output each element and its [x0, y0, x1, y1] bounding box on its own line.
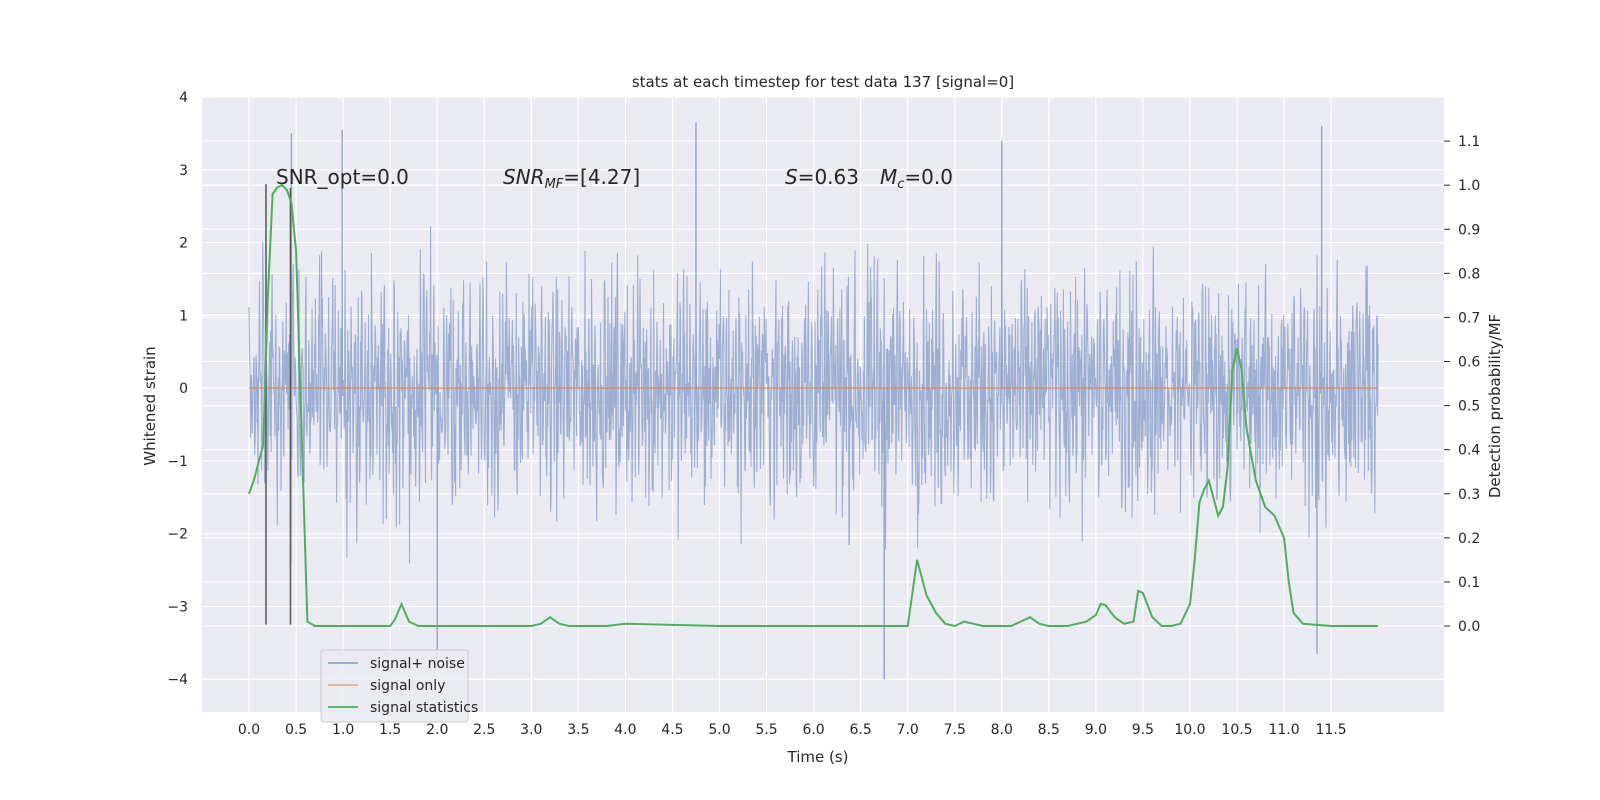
- y-tick-label: −4: [167, 672, 188, 688]
- annotation-snr-mf-main: SNR: [503, 165, 545, 189]
- y-tick-label: −2: [167, 527, 188, 543]
- x-tick-label: 2.0: [426, 722, 448, 738]
- x-tick-label: 8.0: [991, 722, 1013, 738]
- x-tick-label: 6.5: [850, 722, 872, 738]
- x-axis-label: Time (s): [787, 748, 849, 766]
- x-tick-label: 9.0: [1085, 722, 1107, 738]
- y2-axis-ticks: 1.1 1.0 0.9 0.8 0.7 0.6 0.5 0.4 0.3 0.2 0.1 0.0: [1444, 134, 1480, 635]
- x-tick-label: 8.5: [1038, 722, 1060, 738]
- annotation-mc-sub: c: [897, 177, 904, 192]
- x-tick-label: 7.0: [897, 722, 919, 738]
- legend-label-signal-plus-noise: signal+ noise: [370, 656, 465, 672]
- y2-tick-label: 0.3: [1458, 487, 1480, 503]
- y-tick-label: 0: [179, 381, 188, 397]
- series-signal-statistics: [248, 184, 1379, 628]
- y2-tick-label: 1.0: [1458, 178, 1480, 194]
- y-tick-label: 3: [179, 163, 188, 179]
- annotation-snr-mf-sub: MF: [545, 177, 564, 192]
- y-tick-label: −1: [167, 454, 188, 470]
- x-tick-label: 7.5: [944, 722, 966, 738]
- y2-tick-label: 0.8: [1458, 266, 1480, 282]
- x-tick-label: 0.0: [238, 722, 260, 738]
- signal-statistics-line: [248, 184, 1379, 628]
- chart-title: stats at each timestep for test data 137…: [632, 73, 1014, 91]
- annotation-snr-mf: SNRMF=[4.27]: [503, 165, 640, 192]
- y2-tick-label: 0.0: [1458, 619, 1480, 635]
- x-tick-label: 4.5: [661, 722, 683, 738]
- legend-box: [320, 649, 469, 723]
- x-tick-label: 2.5: [473, 722, 495, 738]
- signal-plus-noise-line: [248, 226, 1379, 566]
- annotation-snr-mf-rest: =[4.27]: [563, 165, 640, 189]
- annotation-s-label: S: [785, 165, 798, 189]
- y2-tick-label: 0.1: [1458, 575, 1480, 591]
- annotation-mc-label: M: [880, 165, 897, 189]
- x-tick-label: 11.5: [1316, 722, 1347, 738]
- x-tick-label: 1.0: [332, 722, 354, 738]
- y2-tick-label: 0.5: [1458, 399, 1480, 415]
- x-tick-label: 0.5: [285, 722, 307, 738]
- x-tick-label: 6.0: [802, 722, 824, 738]
- y2-axis-label: Detection probability/MF: [1486, 314, 1504, 498]
- x-tick-label: 4.0: [614, 722, 636, 738]
- y2-tick-label: 1.1: [1458, 134, 1480, 150]
- annotation-s-value: =0.63: [798, 165, 859, 189]
- y-axis-ticks: 4 3 2 1 0 −1 −2 −3 −4: [167, 90, 188, 688]
- x-tick-label: 5.0: [708, 722, 730, 738]
- y2-tick-label: 0.2: [1458, 531, 1480, 547]
- y2-tick-label: 0.4: [1458, 443, 1480, 459]
- vertical-markers: [265, 184, 292, 625]
- y-tick-label: 2: [179, 236, 188, 252]
- annotation-snr-opt: SNR_opt=0.0: [276, 165, 409, 189]
- annotation-s: S=0.63: [785, 165, 859, 189]
- x-tick-label: 10.5: [1221, 722, 1252, 738]
- x-tick-label: 11.0: [1268, 722, 1299, 738]
- legend-label-signal-only: signal only: [370, 678, 445, 694]
- y-tick-label: 1: [179, 308, 188, 324]
- y-tick-label: −3: [167, 599, 188, 615]
- annotation-mc-value: =0.0: [904, 165, 953, 189]
- legend: signal+ noise signal only signal statist…: [320, 649, 478, 723]
- y-axis-label: Whitened strain: [141, 346, 159, 465]
- x-tick-label: 10.0: [1174, 722, 1205, 738]
- annotation-mc: Mc=0.0: [880, 165, 953, 192]
- legend-label-signal-statistics: signal statistics: [370, 700, 478, 716]
- x-tick-label: 1.5: [379, 722, 401, 738]
- x-tick-label: 3.0: [520, 722, 542, 738]
- y2-tick-label: 0.6: [1458, 355, 1480, 371]
- y2-tick-label: 0.7: [1458, 310, 1480, 326]
- y-tick-label: 4: [179, 90, 188, 106]
- series-signal-plus-noise: [248, 122, 1379, 680]
- y2-tick-label: 0.9: [1458, 222, 1480, 238]
- x-axis-ticks: 0.0 0.5 1.0 1.5 2.0 2.5 3.0 3.5 4.0 4.5 5.0 5.5 6.0 6…: [238, 722, 1347, 738]
- x-tick-label: 5.5: [755, 722, 777, 738]
- x-tick-label: 3.5: [567, 722, 589, 738]
- x-tick-label: 9.5: [1132, 722, 1154, 738]
